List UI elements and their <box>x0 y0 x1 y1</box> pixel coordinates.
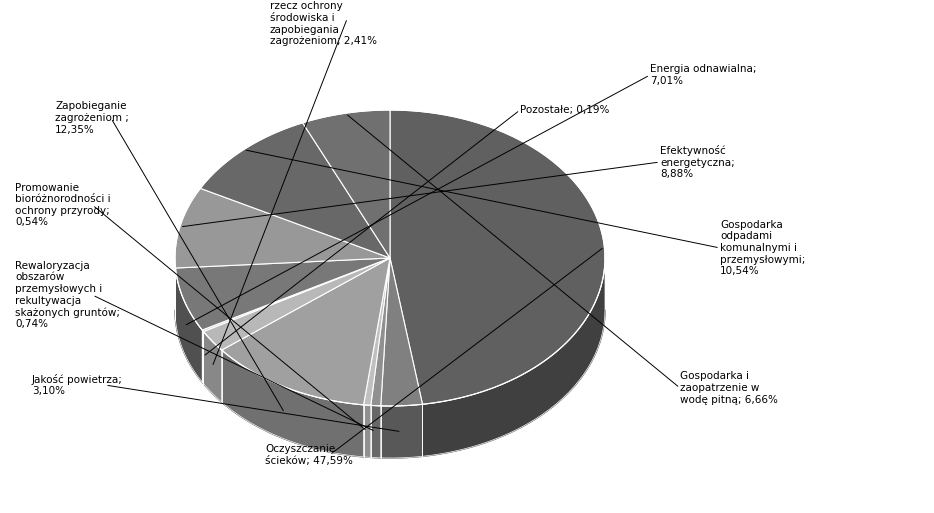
Text: Inne działania na
rzecz ochrony
środowiska i
zapobiegania
zagrożeniom; 2,41%: Inne działania na rzecz ochrony środowis… <box>270 0 377 46</box>
Polygon shape <box>200 123 390 258</box>
Text: Rewaloryzacja
obszarów
przemysłowych i
rekultywacja
skażonych gruntów;
0,74%: Rewaloryzacja obszarów przemysłowych i r… <box>15 261 120 329</box>
Polygon shape <box>422 259 605 456</box>
Polygon shape <box>363 405 371 458</box>
Polygon shape <box>176 258 390 330</box>
Polygon shape <box>371 258 390 406</box>
Text: Zapobieganie
zagrożeniom ;
12,35%: Zapobieganie zagrożeniom ; 12,35% <box>55 102 129 134</box>
Polygon shape <box>390 110 605 404</box>
Text: Gospodarka
odpadami
komunalnymi i
przemysłowymi;
10,54%: Gospodarka odpadami komunalnymi i przemy… <box>720 220 805 276</box>
Text: Pozostałe; 0,19%: Pozostałe; 0,19% <box>520 105 609 115</box>
Text: Energia odnawialna;
7,01%: Energia odnawialna; 7,01% <box>650 64 757 86</box>
Polygon shape <box>363 258 390 405</box>
Polygon shape <box>371 405 381 458</box>
Text: Jakość powietrza;
3,10%: Jakość powietrza; 3,10% <box>32 373 123 397</box>
Polygon shape <box>204 331 221 402</box>
Polygon shape <box>381 258 422 406</box>
Polygon shape <box>221 258 390 405</box>
Polygon shape <box>175 188 390 268</box>
Text: Promowanie
bioróżnorodności i
ochrony przyrody;
0,54%: Promowanie bioróżnorodności i ochrony pr… <box>15 183 110 227</box>
Polygon shape <box>381 404 422 458</box>
Text: Gospodarka i
zaopatrzenie w
wodę pitną; 6,66%: Gospodarka i zaopatrzenie w wodę pitną; … <box>680 371 778 405</box>
Polygon shape <box>176 268 202 382</box>
Polygon shape <box>202 258 390 331</box>
Text: Oczyszczanie
ścieków; 47,59%: Oczyszczanie ścieków; 47,59% <box>265 444 353 466</box>
Polygon shape <box>303 110 390 258</box>
Polygon shape <box>202 330 204 384</box>
Polygon shape <box>221 350 363 457</box>
Polygon shape <box>175 310 605 458</box>
Polygon shape <box>204 258 390 350</box>
Text: Efektywność
energetyczna;
8,88%: Efektywność energetyczna; 8,88% <box>660 145 735 179</box>
